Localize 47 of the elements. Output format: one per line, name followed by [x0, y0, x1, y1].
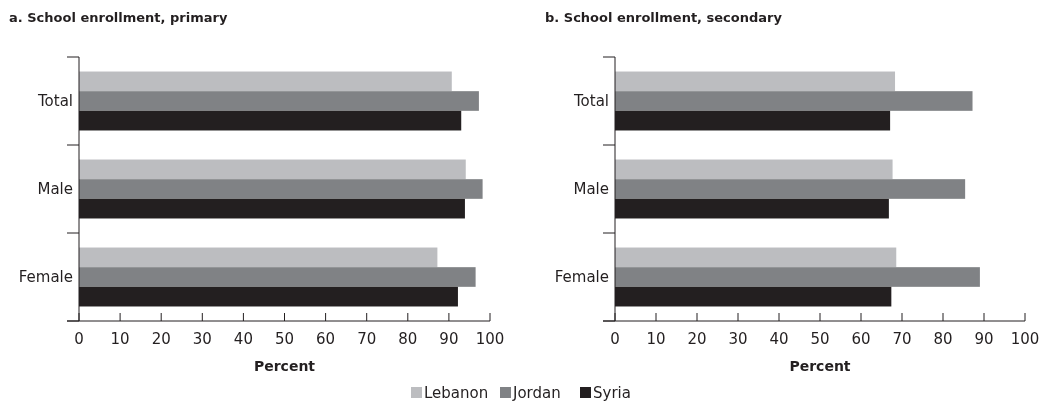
x-tick-label: 60	[316, 330, 336, 348]
x-axis-title: Percent	[789, 358, 851, 374]
bar	[615, 91, 973, 111]
y-tick-label: Female	[18, 268, 73, 286]
legend-label: Lebanon	[424, 384, 489, 402]
bar	[615, 179, 966, 199]
y-tick-label: Female	[554, 268, 609, 286]
x-tick-label: 0	[610, 330, 620, 348]
bar	[79, 247, 438, 268]
y-tick-label: Total	[572, 92, 609, 110]
legend-label: Syria	[593, 384, 631, 402]
x-tick-label: 90	[439, 330, 459, 348]
bar	[79, 267, 476, 287]
bar	[79, 91, 479, 111]
x-tick-label: 30	[192, 330, 212, 348]
x-tick-label: 20	[687, 330, 707, 348]
x-tick-label: 80	[398, 330, 418, 348]
x-tick-label: 70	[357, 330, 377, 348]
x-tick-label: 20	[151, 330, 171, 348]
x-tick-label: 100	[1010, 330, 1040, 348]
x-tick-label: 0	[74, 330, 84, 348]
bar	[615, 247, 897, 268]
x-tick-label: 40	[769, 330, 789, 348]
x-tick-label: 100	[475, 330, 505, 348]
x-tick-label: 80	[933, 330, 953, 348]
bar	[615, 267, 980, 287]
y-tick-label: Total	[36, 92, 73, 110]
x-tick-label: 60	[851, 330, 871, 348]
x-tick-label: 10	[110, 330, 130, 348]
x-tick-label: 50	[274, 330, 295, 348]
bar	[615, 71, 896, 92]
legend-label: Jordan	[512, 384, 561, 402]
chart-title: a. School enrollment, primary	[9, 10, 228, 25]
bar	[79, 159, 466, 180]
x-tick-label: 10	[646, 330, 666, 348]
bar	[79, 71, 452, 92]
x-tick-label: 30	[728, 330, 748, 348]
x-tick-label: 40	[233, 330, 253, 348]
bar	[615, 159, 893, 180]
y-tick-label: Male	[573, 180, 609, 198]
bar	[79, 179, 483, 199]
y-tick-label: Male	[37, 180, 73, 198]
x-tick-label: 50	[810, 330, 830, 348]
x-axis-title: Percent	[253, 358, 316, 374]
chart-title: b. School enrollment, secondary	[545, 10, 783, 25]
x-tick-label: 90	[974, 330, 994, 348]
x-tick-label: 70	[892, 330, 912, 348]
